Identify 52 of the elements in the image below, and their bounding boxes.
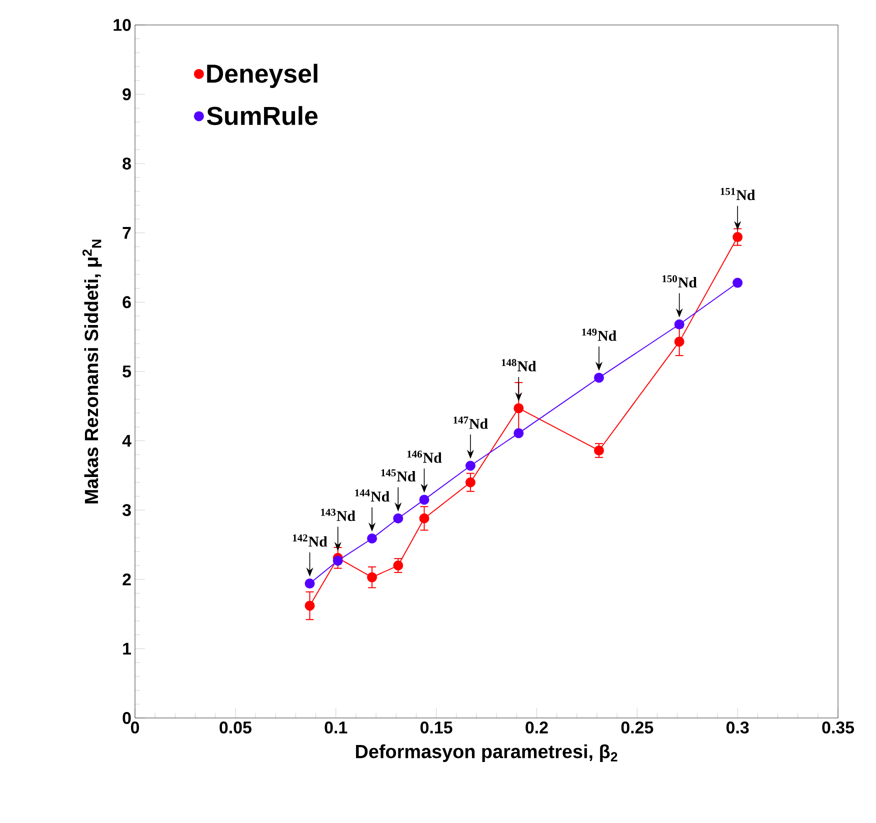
point [465, 477, 476, 488]
x-axis-title: Deformasyon parametresi, β$_{2}$ [356, 744, 618, 762]
point [419, 513, 430, 524]
x-tick-label: 0.1 [324, 722, 348, 734]
y-tick-label: 6 [122, 296, 131, 308]
annotation: $^{149}$Nd [582, 328, 616, 341]
point [393, 513, 404, 524]
annotation: $^{147}$Nd [454, 416, 488, 429]
point [674, 319, 684, 330]
x-tick-label: 0.05 [220, 722, 252, 734]
y-tick-label: 5 [122, 366, 132, 378]
x-tick-label: 0.3 [726, 722, 749, 734]
y-tick-label: 8 [122, 158, 131, 170]
y-tick-label: 7 [122, 227, 131, 239]
x-tick-label: 0.2 [526, 722, 548, 734]
point [332, 556, 343, 566]
point [732, 232, 743, 242]
point [304, 578, 315, 589]
point [674, 336, 684, 347]
x-tick-label: 0.15 [420, 722, 452, 734]
y-tick-label: 10 [114, 18, 131, 31]
y-tick-label: 3 [122, 504, 131, 516]
y-tick-label: 4 [122, 434, 132, 447]
point [732, 278, 743, 288]
point [367, 533, 378, 544]
point [594, 445, 604, 456]
annotation: $^{146}$Nd [407, 450, 442, 463]
y-tick-label: 2 [122, 573, 131, 586]
annotation: $^{144}$Nd [355, 489, 390, 502]
annotation: $^{148}$Nd [502, 359, 536, 372]
x-tick-label: 0.25 [621, 722, 654, 734]
point [465, 460, 476, 471]
annotation: $^{150}$Nd [662, 275, 697, 288]
annotation: $^{145}$Nd [381, 469, 416, 482]
point [514, 428, 524, 438]
x-tick-label: 0 [130, 722, 140, 734]
legend-label: SumRule [206, 106, 318, 126]
point [393, 560, 404, 571]
y-tick-label: 1 [123, 642, 132, 655]
y-tick-label: 0 [122, 712, 131, 724]
legend-label: Deneysel [207, 64, 318, 88]
point [419, 494, 430, 505]
point [367, 572, 378, 582]
annotation: $^{143}$Nd [321, 508, 356, 522]
point [594, 372, 604, 383]
point [514, 403, 524, 414]
point [304, 600, 315, 611]
annotation: $^{151}$Nd [720, 188, 756, 200]
y-axis-title: Makas Rezonansi Siddeti, μ$^{2}$N [82, 240, 102, 504]
x-tick-label: 0.35 [822, 722, 854, 734]
y-tick-label: 9 [122, 88, 131, 100]
annotation: $^{142}$Nd [292, 534, 328, 547]
